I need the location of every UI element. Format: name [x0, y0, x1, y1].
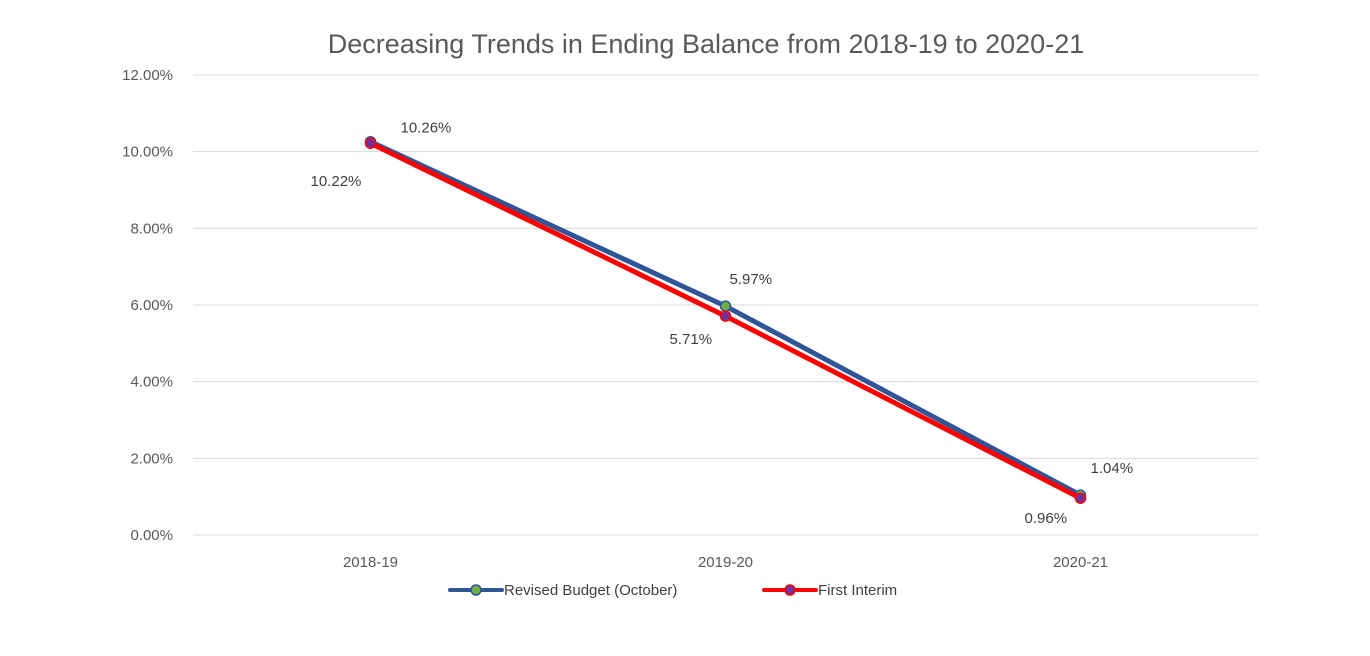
chart-title: Decreasing Trends in Ending Balance from… — [328, 29, 1084, 59]
data-point — [719, 300, 732, 312]
x-tick-label: 2019-20 — [698, 554, 753, 571]
legend-label: First Interim — [818, 582, 897, 599]
series-group — [364, 135, 1087, 504]
y-tick-label: 6.00% — [130, 297, 173, 314]
data-label: 1.04% — [1091, 460, 1134, 477]
x-axis-ticks: 2018-19 2019-20 2020-21 — [343, 554, 1108, 571]
y-tick-label: 10.00% — [122, 144, 173, 161]
data-label: 5.71% — [670, 331, 713, 348]
gridlines — [193, 74, 1258, 536]
data-point — [719, 310, 732, 322]
data-point — [1074, 492, 1087, 504]
legend-marker — [470, 584, 482, 596]
legend: Revised Budget (October) First Interim — [448, 582, 897, 599]
data-labels: 10.26% 5.97% 1.04% 10.22% 5.71% 0.96% — [311, 120, 1134, 528]
y-axis-ticks: 0.00% 2.00% 4.00% 6.00% 8.00% 10.00% 12.00% — [122, 67, 173, 544]
y-tick-label: 8.00% — [130, 220, 173, 237]
x-tick-label: 2018-19 — [343, 554, 398, 571]
data-label: 10.26% — [401, 120, 452, 137]
y-tick-label: 2.00% — [130, 450, 173, 467]
legend-marker — [784, 584, 796, 596]
y-tick-label: 0.00% — [130, 527, 173, 544]
x-tick-label: 2020-21 — [1053, 554, 1108, 571]
data-label: 0.96% — [1025, 510, 1068, 527]
data-point — [364, 137, 377, 149]
legend-label: Revised Budget (October) — [504, 582, 677, 599]
y-tick-label: 4.00% — [130, 374, 173, 391]
data-label: 5.97% — [730, 271, 773, 288]
data-label: 10.22% — [311, 173, 362, 190]
y-tick-label: 12.00% — [122, 67, 173, 84]
